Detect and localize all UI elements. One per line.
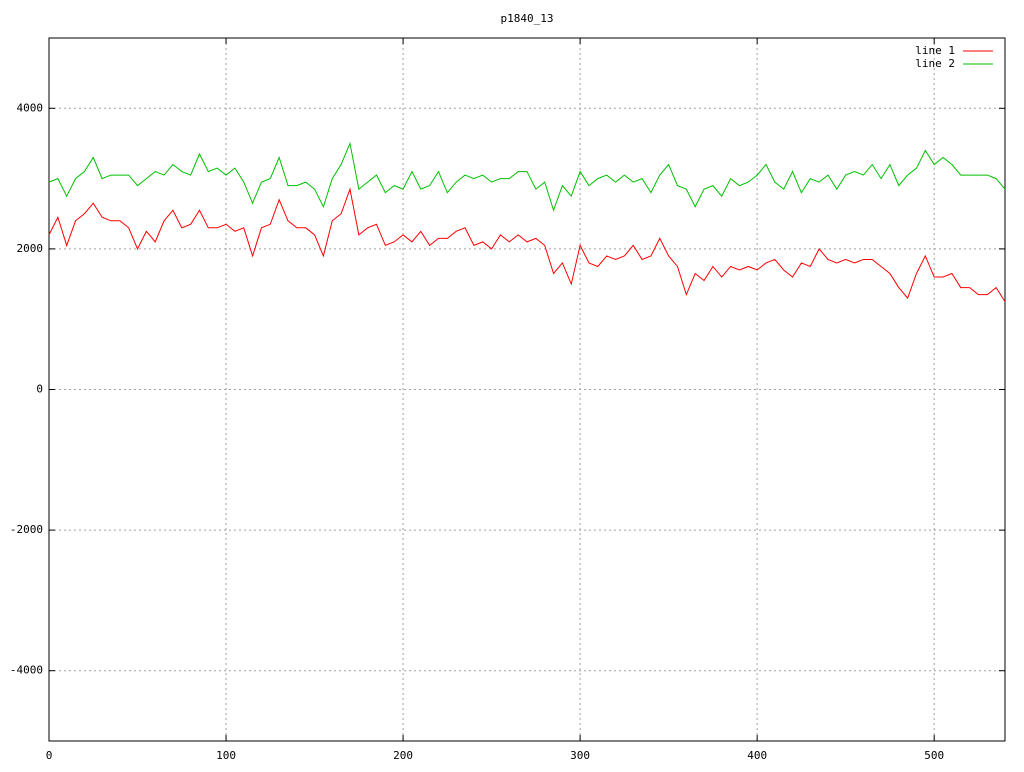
data-line: [48, 187, 1006, 302]
y-tick-label: 4000: [17, 101, 44, 114]
y-tick-label: 0: [36, 383, 43, 396]
legend-label: line 1: [915, 44, 955, 57]
x-tick-label: 0: [46, 749, 53, 762]
x-tick-label: 100: [216, 749, 236, 762]
y-tick-label: -2000: [10, 523, 43, 536]
x-tick-label: 400: [747, 749, 767, 762]
y-tick-label: -4000: [10, 664, 43, 677]
x-tick-label: 300: [570, 749, 590, 762]
x-tick-label: 200: [393, 749, 413, 762]
y-tick-label: 2000: [17, 242, 44, 255]
x-tick-label: 500: [924, 749, 944, 762]
plot-border: [48, 37, 1006, 742]
legend-label: line 2: [915, 57, 955, 70]
chart-title: p1840_13: [501, 12, 554, 25]
data-line: [48, 141, 1006, 212]
